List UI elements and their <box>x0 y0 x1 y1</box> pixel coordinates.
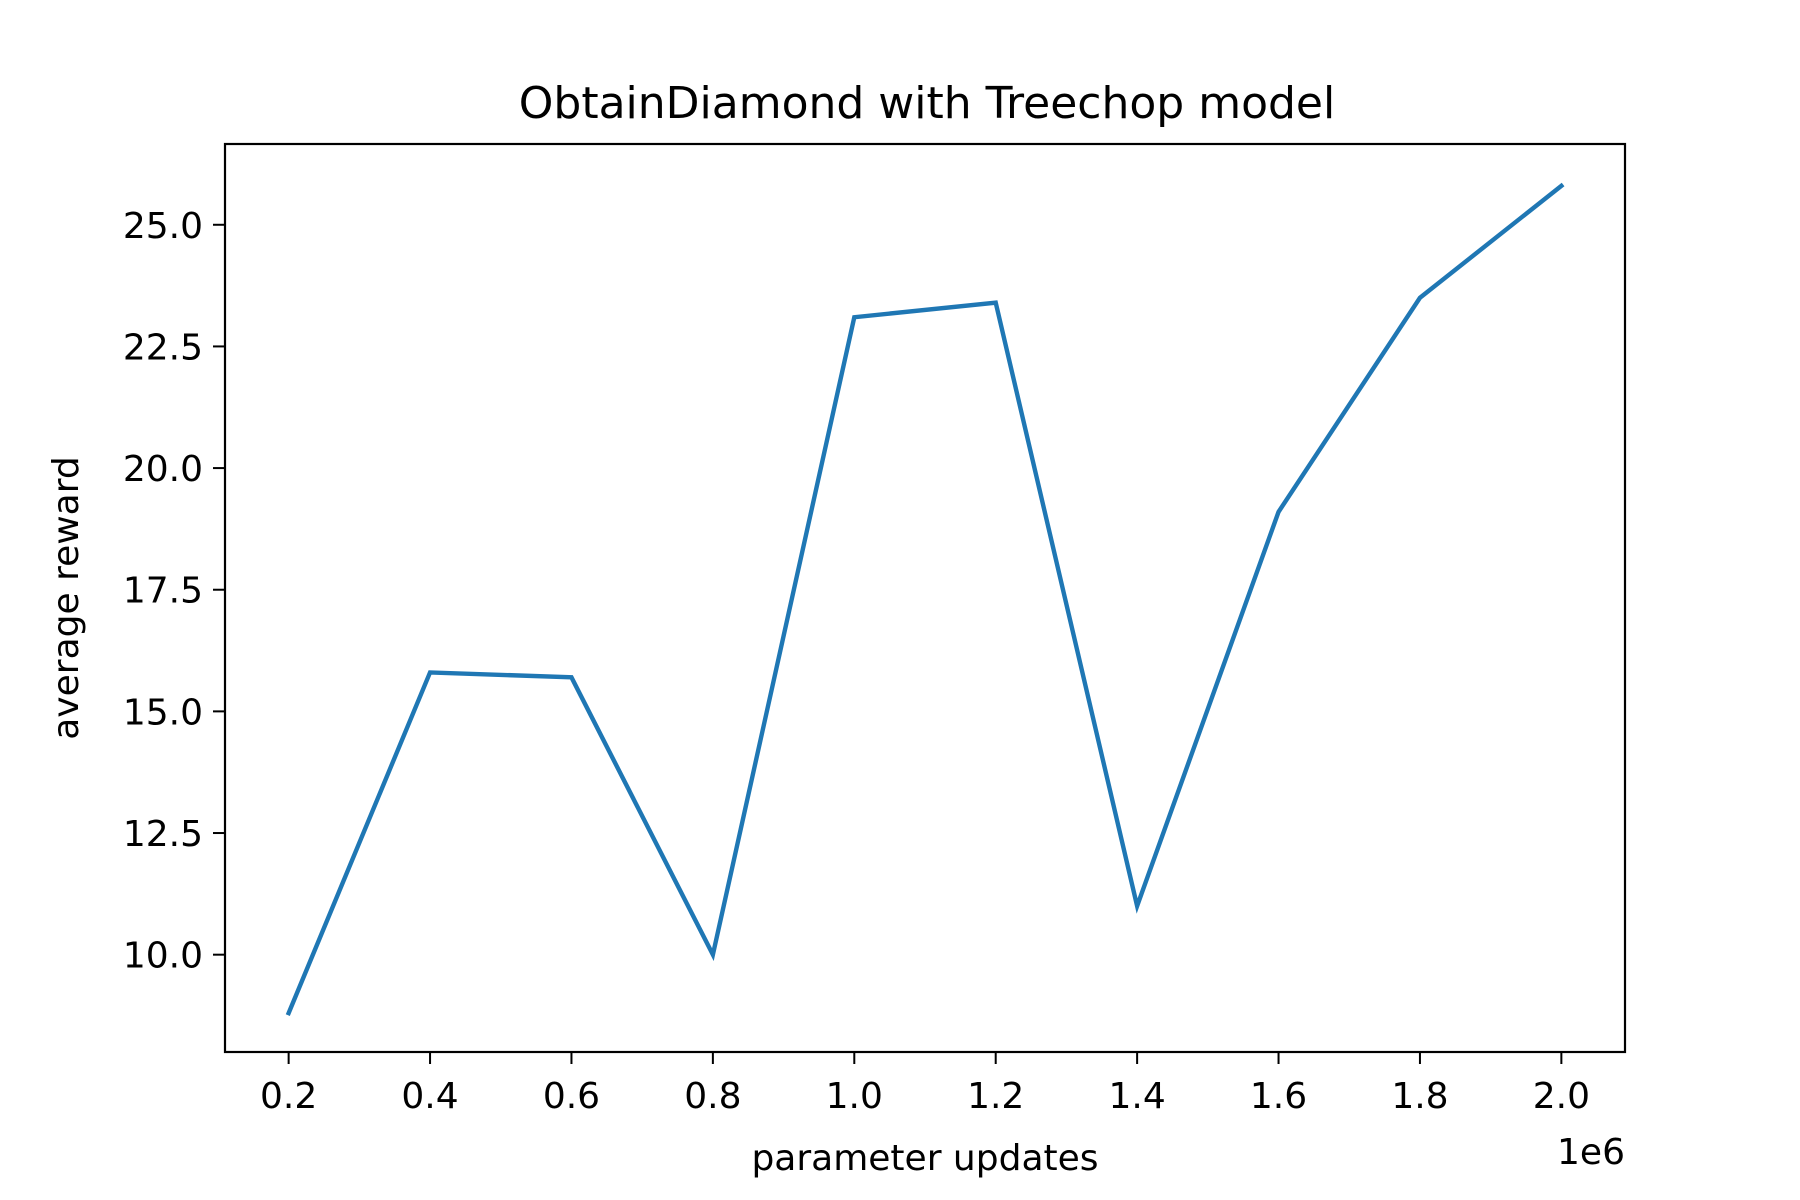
plot-area-frame <box>223 142 1627 1054</box>
x-tick-label: 1.8 <box>1391 1076 1448 1117</box>
chart-title: ObtainDiamond with Treechop model <box>519 78 1335 129</box>
x-tick-label: 0.8 <box>684 1076 741 1117</box>
y-axis-label: average reward <box>46 456 87 740</box>
x-axis: 0.2 0.4 0.6 0.8 1.0 1.2 1.4 1.6 1.8 2.0 <box>260 1052 1590 1117</box>
y-tick-label: 20.0 <box>123 449 203 490</box>
x-tick-label: 1.0 <box>826 1076 883 1117</box>
y-tick-label: 22.5 <box>123 327 203 368</box>
x-tick-label: 1.2 <box>967 1076 1024 1117</box>
x-tick-label: 1.4 <box>1108 1076 1165 1117</box>
y-tick-label: 17.5 <box>123 571 203 612</box>
x-axis-offset-label: 1e6 <box>1557 1132 1625 1173</box>
x-tick-label: 0.4 <box>401 1076 458 1117</box>
x-tick-label: 2.0 <box>1533 1076 1590 1117</box>
y-tick-label: 10.0 <box>123 936 203 977</box>
y-tick-label: 12.5 <box>123 814 203 855</box>
x-axis-label: parameter updates <box>751 1138 1098 1179</box>
x-tick-label: 0.2 <box>260 1076 317 1117</box>
y-axis: 10.0 12.5 15.0 17.5 20.0 22.5 25.0 <box>123 206 225 977</box>
y-tick-label: 25.0 <box>123 206 203 247</box>
series-layer <box>285 182 1565 1016</box>
series-line-0 <box>285 182 1565 1016</box>
y-tick-label: 15.0 <box>123 692 203 733</box>
x-tick-label: 1.6 <box>1250 1076 1307 1117</box>
x-tick-label: 0.6 <box>543 1076 600 1117</box>
